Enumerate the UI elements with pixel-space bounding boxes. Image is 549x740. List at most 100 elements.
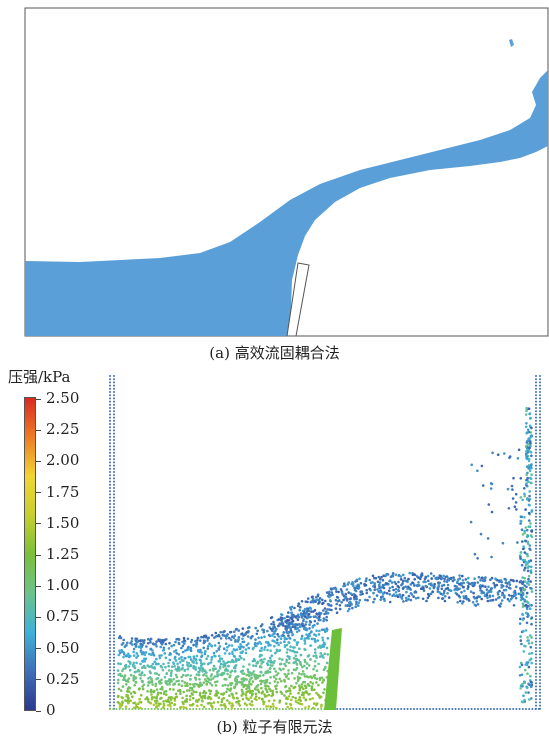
particle xyxy=(242,685,245,689)
particle xyxy=(295,666,299,670)
particle xyxy=(412,595,415,598)
particle xyxy=(357,604,360,607)
particle xyxy=(294,660,297,664)
particle xyxy=(146,690,149,693)
particle xyxy=(325,619,328,622)
particle xyxy=(163,638,166,642)
particle xyxy=(535,621,537,624)
particle xyxy=(243,702,247,705)
particle xyxy=(260,671,263,674)
particle xyxy=(256,629,259,633)
particle xyxy=(195,683,199,686)
particle xyxy=(308,632,311,636)
particle xyxy=(255,674,259,677)
particle xyxy=(198,650,202,654)
particle xyxy=(109,701,111,704)
particle xyxy=(319,655,322,658)
particle xyxy=(314,651,317,654)
particle xyxy=(539,448,541,451)
particle xyxy=(521,682,524,686)
particle xyxy=(202,641,206,645)
particle xyxy=(130,637,134,640)
particle xyxy=(309,675,312,678)
particle xyxy=(207,695,210,699)
particle xyxy=(197,666,201,670)
particle xyxy=(535,487,537,489)
particle xyxy=(355,584,358,588)
particle xyxy=(431,590,435,594)
particle xyxy=(249,708,252,710)
particle xyxy=(353,593,357,597)
particle xyxy=(119,672,122,676)
particle xyxy=(113,384,115,387)
particle xyxy=(162,692,166,696)
particle xyxy=(539,701,541,704)
particle xyxy=(373,597,376,601)
particle xyxy=(539,563,541,566)
particle xyxy=(132,677,135,680)
particle xyxy=(252,670,256,673)
particle xyxy=(175,675,179,679)
particle xyxy=(399,575,403,578)
particle xyxy=(519,687,522,690)
particle xyxy=(192,660,195,663)
particle xyxy=(526,661,530,664)
particle xyxy=(162,700,165,703)
particle xyxy=(278,699,282,702)
particle xyxy=(159,638,162,642)
particle xyxy=(501,593,504,597)
particle xyxy=(361,708,364,710)
particle xyxy=(177,638,181,641)
particle xyxy=(113,448,115,451)
particle xyxy=(421,597,425,601)
particle xyxy=(480,708,483,710)
particle xyxy=(170,665,174,668)
particle xyxy=(166,704,170,707)
particle xyxy=(113,560,115,563)
particle xyxy=(269,616,273,620)
particle xyxy=(214,631,218,635)
particle xyxy=(524,668,527,672)
particle xyxy=(190,703,194,707)
particle xyxy=(109,589,111,592)
particle xyxy=(519,522,522,525)
particle xyxy=(349,597,352,600)
particle xyxy=(525,422,528,425)
particle xyxy=(117,653,120,657)
particle xyxy=(539,698,541,701)
particle xyxy=(139,677,142,680)
particle xyxy=(113,573,115,576)
particle xyxy=(461,579,465,582)
particle xyxy=(299,663,303,667)
particle xyxy=(525,498,529,501)
particle xyxy=(297,677,300,681)
particle xyxy=(529,586,532,590)
particle xyxy=(154,662,158,665)
particle xyxy=(109,483,111,486)
particle xyxy=(109,394,111,397)
particle xyxy=(297,613,300,617)
particle xyxy=(539,682,541,685)
particle xyxy=(269,644,272,647)
particle xyxy=(518,665,522,669)
particle xyxy=(259,624,263,628)
particle xyxy=(467,582,471,585)
particle xyxy=(530,683,534,687)
particle xyxy=(109,391,111,393)
particle xyxy=(242,640,246,644)
particle xyxy=(306,634,310,638)
particle xyxy=(442,574,445,578)
particle xyxy=(182,690,185,694)
particle xyxy=(297,629,301,632)
particle xyxy=(535,618,537,621)
particle xyxy=(177,683,181,686)
particle xyxy=(293,650,297,654)
particle xyxy=(211,708,214,710)
colorbar-tick-text: 1.25 xyxy=(46,545,80,563)
particle xyxy=(204,649,207,653)
particle xyxy=(539,419,541,422)
particle xyxy=(388,600,392,604)
particle xyxy=(195,654,199,658)
particle xyxy=(217,696,221,699)
particle xyxy=(515,579,519,583)
